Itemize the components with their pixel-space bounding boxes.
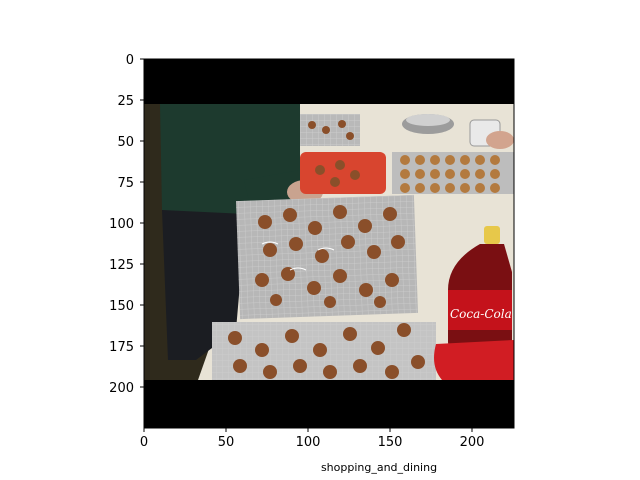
- x-tick-label: 0: [140, 435, 148, 450]
- axes: [143, 58, 515, 429]
- gingerbread-cookies-main: [255, 205, 405, 308]
- soda-bottle: Coca-Cola: [448, 226, 512, 350]
- y-tick-label: 150: [109, 299, 134, 314]
- x-tick-label: 50: [218, 435, 235, 450]
- y-tick-label: 100: [109, 217, 134, 232]
- y-tick-label: 125: [109, 258, 134, 273]
- y-axis: 0 25 50 75 100 125 150 175 200: [109, 53, 144, 396]
- bottom-letterbox: [144, 380, 514, 428]
- y-tick-label: 200: [109, 381, 134, 396]
- red-cloth: [434, 340, 514, 380]
- y-tick-label: 50: [117, 135, 134, 150]
- x-tick-label: 100: [296, 435, 321, 450]
- y-tick-label: 25: [117, 94, 134, 109]
- figure-caption: shopping_and_dining: [321, 461, 437, 474]
- y-tick-label: 175: [109, 340, 134, 355]
- y-tick-label: 0: [126, 53, 134, 68]
- x-tick-label: 200: [460, 435, 485, 450]
- bottle-label: Coca-Cola: [450, 307, 512, 321]
- x-tick-label: 150: [378, 435, 403, 450]
- red-tray: [300, 152, 386, 194]
- gingerbread-cookies-front: [228, 323, 425, 379]
- top-letterbox: [144, 59, 514, 104]
- x-axis: 0 50 100 150 200: [140, 428, 485, 450]
- photo: Coca-Cola: [144, 59, 514, 428]
- y-tick-label: 75: [117, 176, 134, 191]
